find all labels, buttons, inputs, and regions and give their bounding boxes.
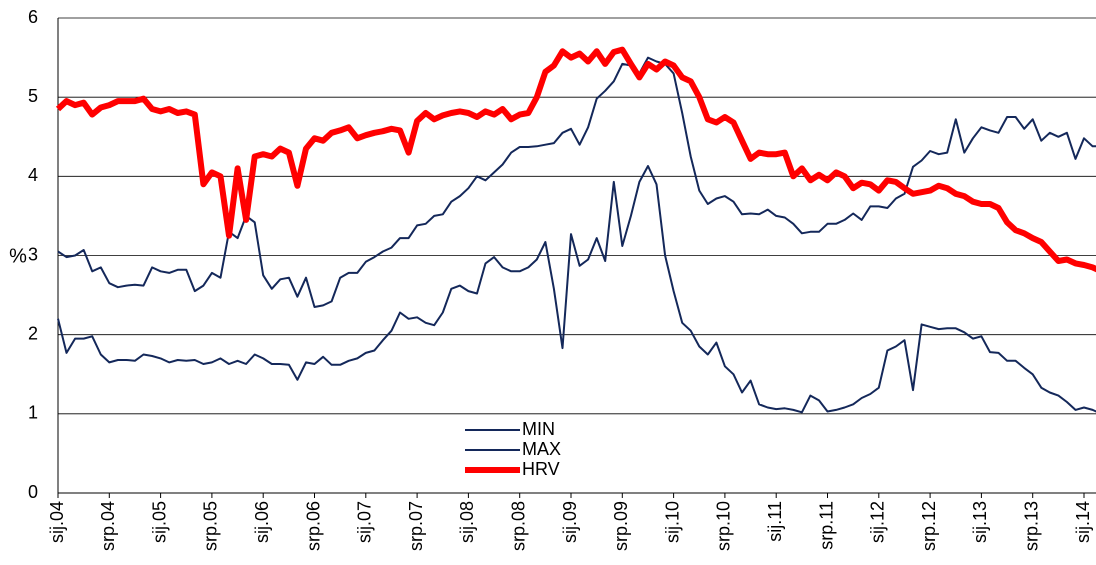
x-tick-label: sij.08	[457, 501, 477, 543]
y-tick-label: 3	[28, 244, 38, 264]
x-tick-label: sij.10	[662, 501, 682, 543]
x-tick-label: srp.10	[714, 501, 734, 551]
x-tick-label: sij.13	[970, 501, 990, 543]
x-tick-label: sij.14	[1073, 501, 1093, 543]
legend-label: HRV	[522, 459, 560, 479]
legend-label: MIN	[522, 419, 555, 439]
x-tick-label: srp.12	[919, 501, 939, 551]
series-line	[55, 46, 1096, 273]
x-tick-label: srp.05	[201, 501, 221, 551]
x-tick-label: sij.11	[765, 501, 785, 542]
y-tick-label: 5	[28, 86, 38, 106]
y-tick-label: 2	[28, 323, 38, 343]
series-line	[57, 165, 1096, 414]
x-tick-label: srp.04	[98, 501, 118, 551]
y-tick-label: 1	[28, 403, 38, 423]
x-tick-label: srp.11	[816, 501, 836, 550]
x-tick-label: srp.13	[1021, 501, 1041, 551]
x-tick-label: sij.05	[149, 501, 169, 543]
y-tick-label: 4	[28, 165, 38, 185]
x-tick-label: srp.08	[508, 501, 528, 551]
x-tick-label: sij.04	[47, 501, 67, 543]
y-tick-label: 0	[28, 482, 38, 502]
x-tick-label: srp.07	[406, 501, 426, 551]
x-tick-label: srp.09	[611, 501, 631, 551]
y-tick-label: 6	[28, 7, 38, 27]
series-line	[57, 56, 1096, 308]
x-tick-label: sij.09	[560, 501, 580, 543]
x-tick-label: sij.07	[355, 501, 375, 543]
y-axis-label: %	[9, 245, 27, 267]
x-tick-label: sij.06	[252, 501, 272, 543]
legend-label: MAX	[522, 439, 561, 459]
x-tick-label: sij.12	[868, 501, 888, 543]
x-tick-label: srp.06	[303, 501, 323, 551]
